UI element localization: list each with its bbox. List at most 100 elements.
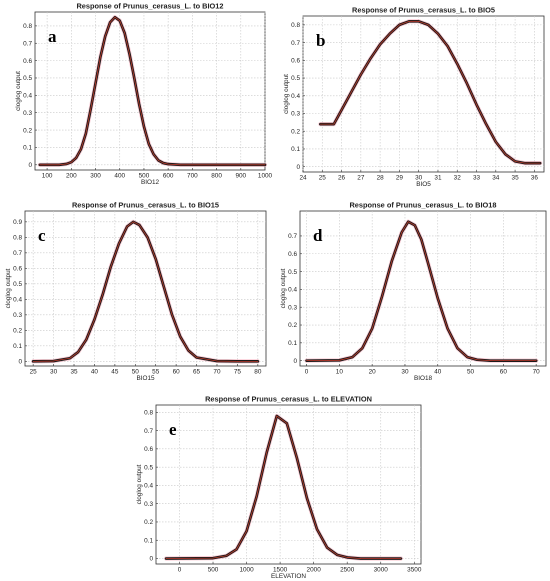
x-tick-label: 200 (66, 173, 77, 180)
y-tick-label: 0.9 (13, 219, 22, 226)
data-point (226, 555, 227, 557)
chart-svg-c: Response of Prunus_cerasus_L. to BIO15 25… (5, 201, 267, 382)
chart-title: Response of Prunus_cerasus_L. to BIO15 (72, 201, 219, 210)
y-tick-label: 0.8 (13, 235, 22, 242)
x-tick-label: 1000 (239, 567, 254, 574)
y-tick-label: 0.4 (13, 297, 22, 304)
data-point (336, 554, 338, 556)
data-point (414, 224, 416, 226)
data-point (399, 24, 400, 26)
y-tick-label: 0 (28, 162, 32, 169)
x-tick-label: 75 (234, 369, 242, 376)
data-point (276, 415, 278, 417)
y-tick-label: 0.4 (144, 483, 153, 490)
data-point (187, 350, 189, 351)
data-point (77, 351, 79, 353)
y-tick-label: 0.3 (288, 304, 297, 311)
data-point (296, 457, 298, 459)
chart-title: Response of Prunus_cerasus_L. to BIO12 (76, 2, 223, 11)
y-tick-label: 0.5 (288, 269, 297, 276)
mean-response-line (306, 221, 537, 362)
x-tick-label: 30 (415, 175, 423, 182)
data-point (70, 161, 72, 163)
y-tick-label: 0.7 (13, 250, 22, 257)
data-point (124, 32, 125, 34)
data-point (420, 239, 422, 240)
x-tick-label: 60 (173, 369, 181, 376)
data-point (401, 231, 403, 233)
data-point (338, 359, 340, 361)
data-point (158, 160, 159, 161)
y-tick-label: 0.4 (23, 93, 32, 100)
data-point (138, 103, 140, 105)
x-tick-label: 33 (473, 175, 481, 182)
chart-svg-a: Response of Prunus_cerasus_L. to BIO12 10… (15, 2, 273, 187)
data-point (360, 558, 362, 559)
data-point (129, 53, 130, 55)
data-point (95, 82, 96, 84)
y-tick-label: 0.3 (13, 312, 22, 319)
y-tick-label: 0.6 (144, 446, 153, 453)
y-tick-label: 0 (18, 359, 22, 366)
data-point (437, 33, 439, 35)
data-point (102, 294, 104, 296)
chart-title: Response of Prunus_cerasus_L. to BIO18 (349, 201, 496, 210)
x-tick-label: 40 (434, 369, 442, 376)
y-tick-label: 0.5 (13, 281, 22, 288)
x-tick-label: 30 (50, 369, 58, 376)
y-tick-label: 0.5 (23, 75, 32, 82)
data-point (466, 82, 468, 84)
data-point (341, 109, 342, 111)
data-point (427, 262, 429, 264)
data-point (350, 91, 352, 93)
data-point (306, 360, 307, 362)
data-point (162, 162, 164, 164)
series-0 (37, 15, 268, 167)
data-point (99, 56, 101, 58)
data-point (333, 123, 335, 125)
y-tick-label: 0.7 (144, 428, 153, 435)
x-tick-label: 55 (152, 369, 160, 376)
x-tick-label: 25 (30, 369, 38, 376)
y-tick-label: 0.4 (288, 287, 297, 294)
data-point (179, 164, 181, 166)
y-tick-label: 0 (149, 556, 153, 563)
data-point (418, 20, 420, 22)
data-point (381, 296, 383, 297)
y-tick-label: 0.5 (291, 75, 300, 82)
x-tick-label: 35 (512, 175, 520, 182)
data-point (379, 43, 381, 45)
x-tick-label: 3500 (407, 567, 422, 574)
data-point (361, 347, 363, 349)
data-point (476, 104, 477, 106)
y-tick-label: 0.3 (144, 501, 153, 508)
y-tick-label: 0.6 (288, 251, 297, 258)
data-point (32, 360, 34, 362)
data-point (147, 236, 148, 238)
x-tick-label: 65 (193, 369, 201, 376)
data-point (114, 16, 116, 18)
data-point (346, 557, 348, 558)
y-tick-label: 0.8 (144, 410, 153, 417)
y-tick-label: 0.1 (13, 343, 22, 350)
x-tick-label: 60 (500, 369, 508, 376)
chart-panel-a: Response of Prunus_cerasus_L. to BIO12 10… (0, 0, 278, 200)
data-point (408, 20, 410, 22)
plot-area (299, 210, 547, 367)
data-point (326, 547, 328, 548)
x-tick-label: 70 (213, 369, 221, 376)
x-tick-label: 1500 (273, 567, 288, 574)
data-point (237, 360, 238, 362)
data-point (505, 153, 506, 155)
data-point (257, 360, 259, 362)
x-tick-label: 800 (211, 173, 222, 180)
y-tick-label: 0.1 (23, 145, 32, 152)
data-point (447, 45, 448, 47)
data-point (196, 357, 197, 358)
y-tick-label: 0.8 (291, 22, 300, 29)
data-point (119, 20, 121, 22)
y-tick-label: 0.1 (291, 146, 300, 153)
chart-panel-b: Response of Prunus_cerasus_L. to BIO5 24 2… (278, 0, 550, 200)
series-0 (304, 219, 539, 363)
panel-label: b (316, 31, 325, 50)
